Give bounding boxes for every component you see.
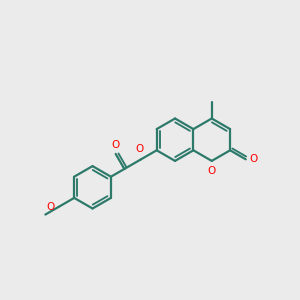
Text: O: O [135, 144, 143, 154]
Text: O: O [249, 154, 257, 164]
Text: O: O [47, 202, 55, 212]
Text: O: O [208, 166, 216, 176]
Text: O: O [112, 140, 120, 150]
